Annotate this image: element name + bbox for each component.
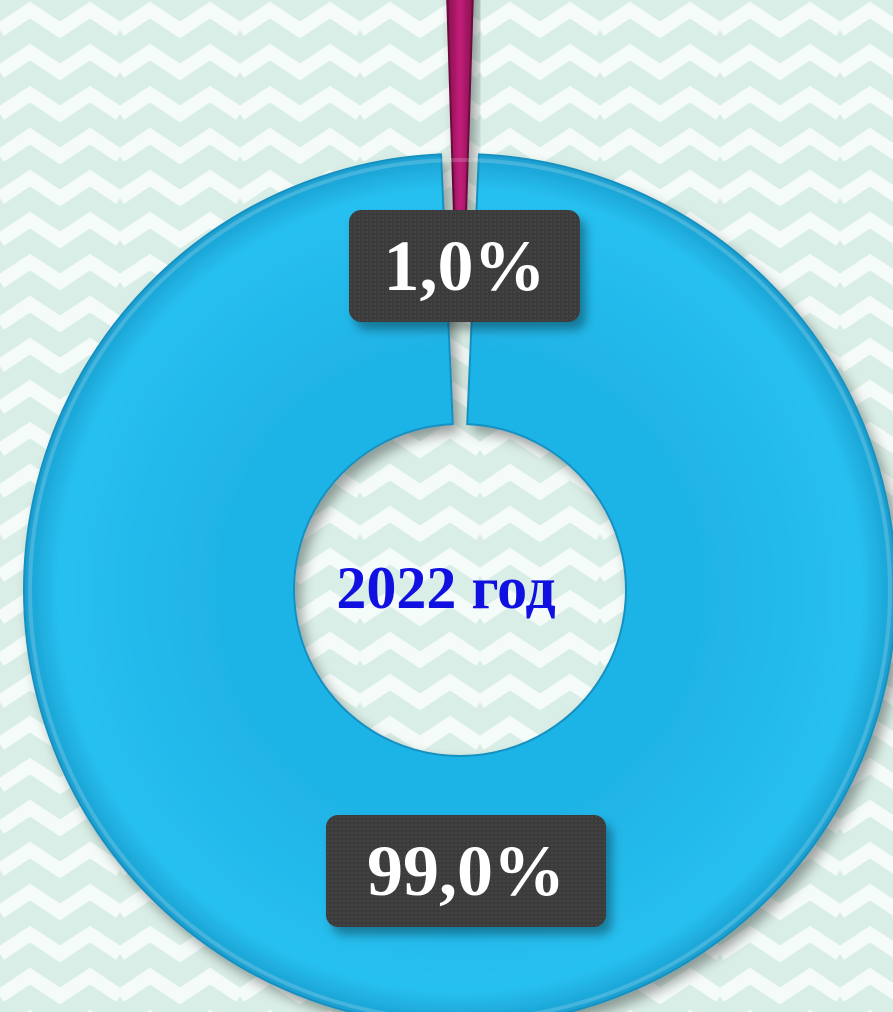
slice-bevel-highlight: [28, 158, 892, 1012]
slice-1: [446, 0, 474, 241]
center-label: 2022 год: [336, 554, 556, 621]
data-label-slice-2: 99,0%: [326, 815, 606, 927]
slice-2: [23, 153, 893, 1012]
data-label-slice-1: 1,0%: [349, 210, 580, 322]
